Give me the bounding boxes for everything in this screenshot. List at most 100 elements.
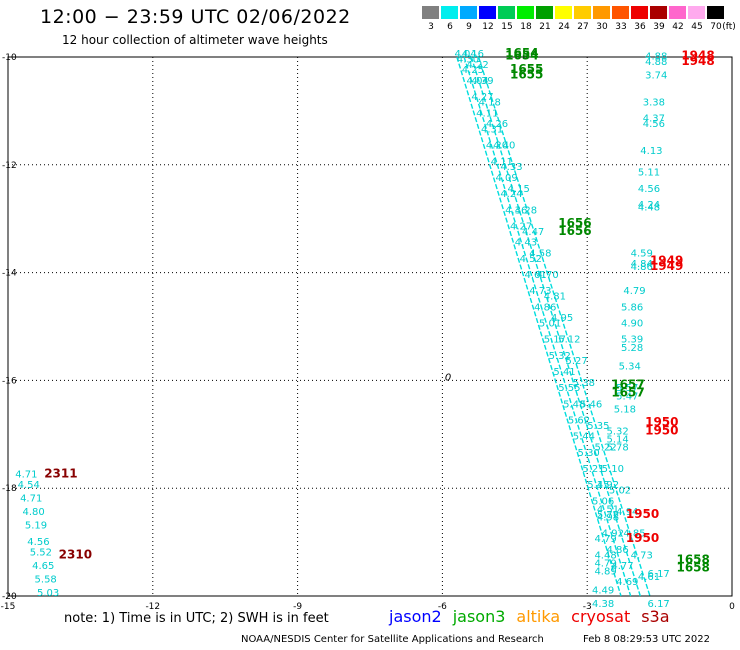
swh-value-label: 4.09 xyxy=(495,173,517,184)
swh-value-label: 5.62 xyxy=(568,416,590,427)
swh-value-label: 4.95 xyxy=(551,313,573,324)
color-swatch xyxy=(536,6,553,19)
x-tick-label: -3 xyxy=(583,602,592,612)
swh-value-label: 5.44 xyxy=(573,432,595,443)
swh-value-label: 4.27 xyxy=(471,92,493,103)
color-tick-label: 70 xyxy=(710,22,722,32)
contour-label: 0 xyxy=(445,372,451,383)
swh-value-label: 4.37 xyxy=(643,114,665,125)
swh-value-label: 4.11 xyxy=(476,108,498,119)
y-tick-label: -16 xyxy=(2,376,17,386)
swh-value-label: 4.79 xyxy=(594,534,616,545)
swh-value-label: 4.70 xyxy=(537,270,559,281)
swh-value-label: 4.30 xyxy=(457,54,479,65)
color-swatch xyxy=(574,6,591,19)
swh-value-label: 4.80 xyxy=(22,507,44,518)
swh-value-label: 4.98 xyxy=(597,513,619,524)
x-tick-label: -15 xyxy=(1,602,16,612)
swh-value-label: 4.47 xyxy=(522,227,544,238)
color-tick-label: 21 xyxy=(539,22,551,32)
swh-value-label: 5.46 xyxy=(580,399,602,410)
color-swatch xyxy=(555,6,572,19)
track-line xyxy=(470,56,641,597)
swh-value-label: 5.78 xyxy=(607,442,629,453)
color-tick-label: 39 xyxy=(653,22,665,32)
color-tick-label: 27 xyxy=(577,22,589,32)
chart-title: 12:00 − 23:59 UTC 02/06/2022 xyxy=(40,6,351,28)
swh-value-label: 4.61 xyxy=(524,270,546,281)
swh-value-label: 4.11 xyxy=(491,157,513,168)
color-swatch xyxy=(422,6,439,19)
swh-value-label: 4.13 xyxy=(640,146,662,157)
swh-value-label: 4.26 xyxy=(486,119,508,130)
x-tick-label: -12 xyxy=(145,602,160,612)
swh-value-label: 5.15 xyxy=(587,480,609,491)
x-tick-label: -9 xyxy=(293,602,302,612)
time-label: 1656 xyxy=(558,224,591,238)
color-swatch xyxy=(498,6,515,19)
swh-value-label: 5.32 xyxy=(549,351,571,362)
swh-value-label: 4.56 xyxy=(643,119,665,130)
chart-subtitle: 12 hour collection of altimeter wave hei… xyxy=(62,33,328,47)
swh-value-label: 3.38 xyxy=(643,98,665,109)
color-swatch xyxy=(441,6,458,19)
color-tick-label: 12 xyxy=(482,22,494,32)
swh-value-label: 4.16 xyxy=(462,49,484,60)
swh-value-label: 5.34 xyxy=(619,362,641,373)
color-tick-label: 6 xyxy=(447,22,453,32)
color-swatch xyxy=(517,6,534,19)
swh-value-label: 5.86 xyxy=(621,302,643,313)
swh-value-label: 4.59 xyxy=(631,248,653,259)
swh-value-label: 5.22 xyxy=(594,442,616,453)
time-label: 1948 xyxy=(681,54,714,68)
color-swatch xyxy=(479,6,496,19)
y-tick-label: -12 xyxy=(2,161,17,171)
time-label: 1950 xyxy=(645,423,678,437)
swh-value-label: 4.31 xyxy=(481,124,503,135)
color-swatch xyxy=(688,6,705,19)
swh-value-label: 6.17 xyxy=(648,599,670,610)
swh-value-label: 5.47 xyxy=(616,391,638,402)
time-label: 1657 xyxy=(611,377,644,391)
swh-value-label: 4.22 xyxy=(467,60,489,71)
color-tick-label: 9 xyxy=(466,22,472,32)
swh-value-label: 5.03 xyxy=(37,588,59,599)
track-line xyxy=(456,56,622,597)
legend-item-altika: altika xyxy=(516,607,561,626)
swh-value-label: 4.92 xyxy=(602,529,624,540)
swh-value-label: 4.20 xyxy=(486,141,508,152)
color-tick-label: 3 xyxy=(428,22,434,32)
swh-value-label: 4.92 xyxy=(597,480,619,491)
swh-value-label: 5.06 xyxy=(592,496,614,507)
swh-value-label: 4.48 xyxy=(594,550,616,561)
color-tick-label: 18 xyxy=(520,22,532,32)
swh-value-label: 4.49 xyxy=(592,585,614,596)
swh-value-label: 4.25 xyxy=(462,65,484,76)
time-label: 1657 xyxy=(611,386,644,400)
swh-value-label: 4.38 xyxy=(592,599,614,610)
x-tick-label: -6 xyxy=(438,602,447,612)
color-tick-label: 36 xyxy=(634,22,646,32)
swh-value-label: 5.01 xyxy=(539,319,561,330)
credit-line: NOAA/NESDIS Center for Satellite Applica… xyxy=(241,634,544,645)
legend-item-jason3: jason3 xyxy=(452,607,506,626)
swh-value-label: 4.56 xyxy=(638,184,660,195)
swh-value-label: 4.40 xyxy=(493,141,515,152)
satellite-legend: jason2 jason3 altika cryosat s3a xyxy=(389,607,681,626)
plot-frame xyxy=(7,56,733,597)
track-line xyxy=(463,56,632,597)
color-tick-label: 30 xyxy=(596,22,608,32)
swh-value-label: 5.12 xyxy=(558,335,580,346)
swh-value-label: 4.71 xyxy=(20,494,42,505)
time-label: 2310 xyxy=(59,547,92,561)
time-label: 1655 xyxy=(510,62,543,76)
swh-value-label: 4.18 xyxy=(479,98,501,109)
swh-value-label: 4.77 xyxy=(611,561,633,572)
swh-value-label: 4.90 xyxy=(621,319,643,330)
track-line xyxy=(477,56,651,597)
swh-value-label: 4.89 xyxy=(594,566,616,577)
color-tick-label: 45 xyxy=(691,22,703,32)
swh-value-label: 4.43 xyxy=(515,238,537,249)
legend-item-cryosat: cryosat xyxy=(571,607,631,626)
